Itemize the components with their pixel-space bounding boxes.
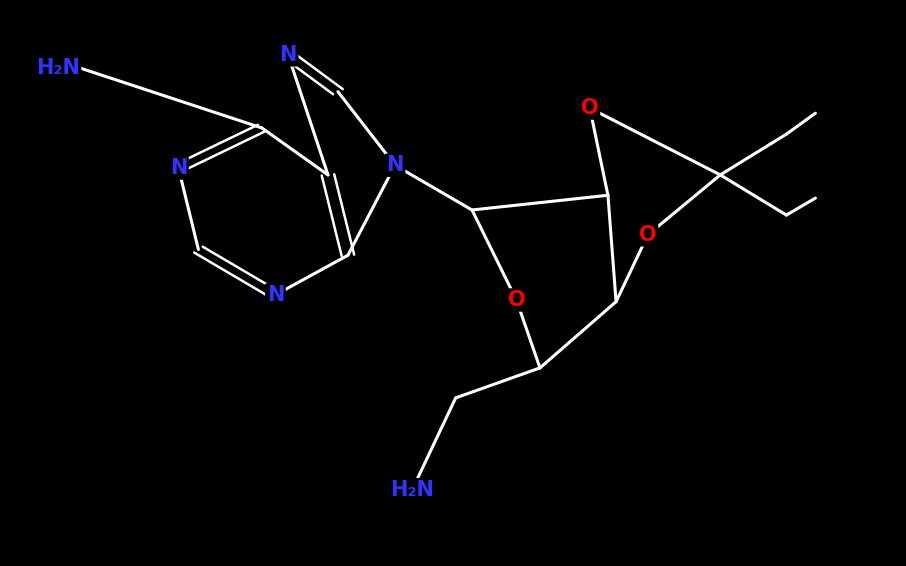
Text: H₂N: H₂N bbox=[390, 479, 434, 500]
Text: O: O bbox=[581, 98, 599, 118]
Text: O: O bbox=[507, 290, 525, 310]
Text: N: N bbox=[266, 285, 284, 305]
Text: N: N bbox=[169, 158, 188, 178]
Text: N: N bbox=[279, 45, 297, 65]
Text: N: N bbox=[386, 155, 404, 175]
Text: H₂N: H₂N bbox=[36, 58, 80, 78]
Text: O: O bbox=[639, 225, 657, 245]
